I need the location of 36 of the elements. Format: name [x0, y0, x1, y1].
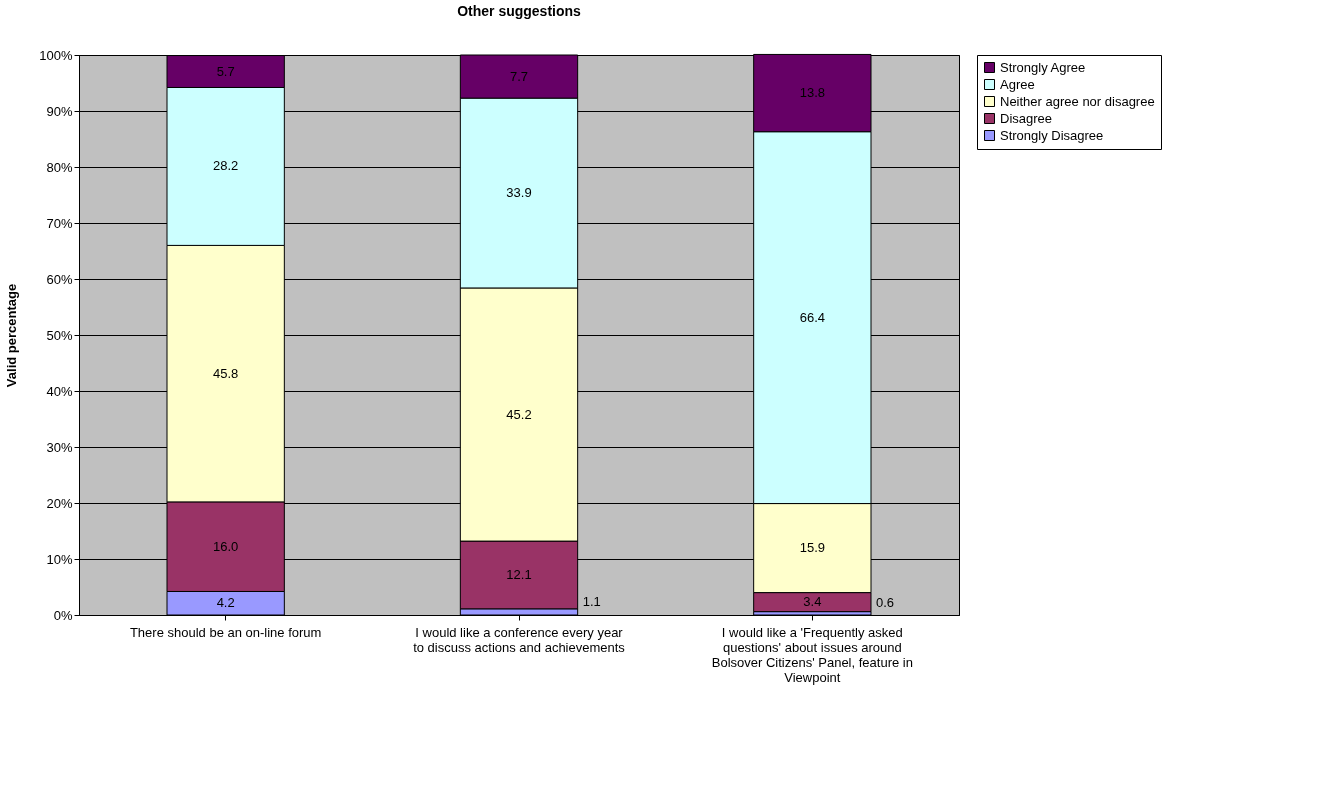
y-tick-label: 50%: [46, 327, 73, 343]
text: 0.6: [876, 595, 895, 611]
legend-label: Disagree: [1000, 110, 1053, 126]
legend-label: Neither agree nor disagree: [1000, 93, 1155, 109]
y-tick-label: 0%: [53, 607, 73, 623]
y-tick-label: 10%: [46, 551, 73, 567]
text: 33.9: [506, 185, 532, 201]
x-tick-label: I would like a 'Frequently asked questions' about issues around Bolsover Citizens' Panel, feature in Viewpoint: [711, 624, 913, 685]
x-tick-label: I would like a conference every year to discuss actions and achievements: [413, 624, 626, 655]
text: 16.0: [213, 538, 239, 554]
text: 5.7: [216, 63, 235, 79]
text: 66.4: [799, 309, 825, 325]
text: 3.4: [803, 594, 822, 610]
legend-label: Strongly Disagree: [1000, 127, 1104, 143]
text: 12.1: [506, 566, 532, 582]
y-tick-label: 90%: [46, 103, 73, 119]
text: 15.9: [799, 540, 825, 556]
legend-label: Agree: [1000, 76, 1035, 92]
text: 45.2: [506, 406, 532, 422]
y-tick-label: 20%: [46, 495, 73, 511]
y-tick-label: 30%: [46, 439, 73, 455]
text: 1.1: [582, 593, 601, 609]
y-tick-label: 80%: [46, 159, 73, 175]
chart-title: Other suggestions: [457, 3, 582, 19]
legend-label: Strongly Agree: [1000, 59, 1086, 75]
text: 28.2: [213, 158, 239, 174]
y-tick-label: 60%: [46, 271, 73, 287]
y-tick-label: 100%: [39, 47, 73, 63]
text: 7.7: [509, 68, 529, 84]
text: 45.8: [213, 365, 239, 381]
text: 13.8: [799, 85, 825, 101]
x-tick-label: There should be an on-line forum: [129, 624, 322, 640]
y-tick-label: 70%: [46, 215, 73, 231]
y-tick-label: 40%: [46, 383, 73, 399]
text: 4.2: [216, 595, 235, 611]
y-axis-title: Valid percentage: [4, 283, 20, 388]
